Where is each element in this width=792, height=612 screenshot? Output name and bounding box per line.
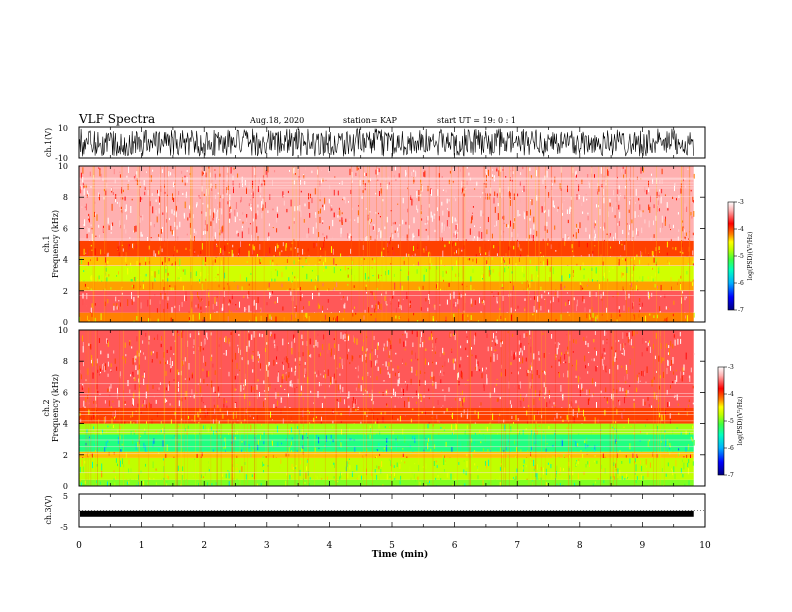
panel-spectrogram-ch1: 0 2 4 6 8 10 ch.1 Frequency (kHz) -3 -4 -5 -6 -7 … [42, 162, 754, 327]
panel-spectrogram-ch2: 0 2 4 6 8 10 ch.2 Frequency (kHz) -3 -4 -5 -6 -7 … [42, 326, 744, 491]
y-tick-label: 6 [63, 388, 68, 397]
psd-band [79, 265, 694, 282]
y-tick-label: 4 [63, 256, 68, 265]
spectrogram-ch2-channel-label: ch.2 [42, 399, 51, 416]
y-tick-label: 10 [58, 124, 68, 133]
colorbar-tick-label: -3 [738, 199, 744, 206]
x-tick-label: 10 [699, 541, 711, 551]
colorbar-ch1: -3 -4 -5 -6 -7 log(PSD)(V²/Hz) [727, 199, 754, 314]
colorbar-ch2: -3 -4 -5 -6 -7 log(PSD)(V²/Hz) [717, 364, 744, 479]
y-tick-label: -5 [60, 523, 68, 532]
colorbar-ch2-label: log(PSD)(V²/Hz) [737, 397, 744, 446]
time-axis: 0 1 2 3 4 5 6 7 8 9 10 [76, 127, 711, 551]
colorbar-tick-label: -5 [738, 253, 744, 260]
x-tick-label: 7 [514, 541, 520, 551]
figure-title: VLF Spectra [78, 112, 155, 126]
colorbar-tick-label: -7 [728, 472, 734, 479]
y-tick-label: -10 [55, 154, 68, 163]
colorbar-tick-label: -7 [738, 307, 744, 314]
x-tick-label: 3 [264, 541, 270, 551]
spectrogram-ch1-image [79, 166, 705, 322]
colorbar-tick-label: -6 [738, 280, 744, 287]
x-tick-label: 5 [389, 541, 395, 551]
colorbar-ch1-ticks: -3 -4 -5 -6 -7 [734, 199, 744, 314]
spectrogram-ch1-channel-label: ch.1 [42, 235, 51, 252]
station-label: station= KAP [343, 116, 398, 125]
psd-band [79, 256, 694, 266]
start-time-label: start UT = 19: 0 : 1 [437, 116, 516, 125]
colorbar-ch1-label: log(PSD)(V²/Hz) [747, 232, 754, 281]
y-tick-label: 2 [63, 451, 68, 460]
psd-band [79, 408, 694, 424]
panel-waveform-ch3: 5 -5 ch.3(V) [44, 492, 706, 532]
psd-band [79, 479, 694, 486]
y-tick-label: 2 [63, 287, 68, 296]
waveform-ch3-ylabel: ch.3(V) [44, 495, 53, 524]
panel-waveform-ch1: 10 -10 ch.1(V) [44, 124, 706, 163]
y-tick-label: 6 [63, 224, 68, 233]
psd-band [79, 330, 695, 408]
psd-band [79, 240, 694, 257]
y-tick-label: 4 [63, 420, 68, 429]
colorbar-ch2-ticks: -3 -4 -5 -6 -7 [724, 364, 734, 479]
y-tick-label: 10 [58, 326, 68, 335]
y-tick-label: 8 [63, 357, 68, 366]
y-tick-label: 8 [63, 193, 68, 202]
waveform-ch1-ylabel: ch.1(V) [44, 128, 53, 157]
waveform-line [80, 510, 694, 517]
colorbar-tick-label: -3 [728, 364, 734, 371]
spectrogram-ch2-image [79, 330, 705, 486]
date-label: Aug.18, 2020 [249, 116, 304, 125]
colorbar-tick-label: -4 [738, 226, 744, 233]
colorbar-tick-label: -5 [728, 418, 734, 425]
spectrogram-ch1-ylabel: Frequency (kHz) [51, 210, 60, 278]
y-tick-label: 0 [63, 482, 68, 491]
x-axis-label: Time (min) [372, 549, 429, 560]
x-tick-label: 1 [139, 541, 145, 551]
x-tick-label: 9 [640, 541, 646, 551]
waveform-ch3-trace [79, 510, 705, 517]
spectrogram-ch2-ylabel: Frequency (kHz) [51, 374, 60, 442]
spectrogram-ch1-yticks: 0 2 4 6 8 10 [58, 162, 705, 327]
colorbar-ch2-gradient [717, 366, 725, 476]
y-tick-label: 10 [58, 162, 68, 171]
colorbar-ch1-gradient [727, 201, 735, 311]
colorbar-tick-label: -4 [728, 391, 734, 398]
x-tick-label: 6 [452, 541, 458, 551]
psd-band [79, 281, 694, 291]
spectrogram-ch2-yticks: 0 2 4 6 8 10 [58, 326, 705, 491]
psd-band [79, 434, 695, 452]
y-tick-label: 5 [63, 492, 68, 501]
psd-band [79, 290, 695, 313]
x-tick-label: 0 [76, 541, 82, 551]
x-tick-label: 4 [327, 541, 333, 551]
psd-band [79, 451, 694, 458]
x-tick-label: 2 [201, 541, 207, 551]
colorbar-tick-label: -6 [728, 445, 734, 452]
psd-band [79, 457, 694, 480]
waveform-line [78, 128, 694, 157]
waveform-ch1-trace [78, 128, 694, 157]
x-tick-label: 8 [577, 541, 583, 551]
psd-band [79, 423, 694, 435]
y-tick-label: 0 [63, 318, 68, 327]
